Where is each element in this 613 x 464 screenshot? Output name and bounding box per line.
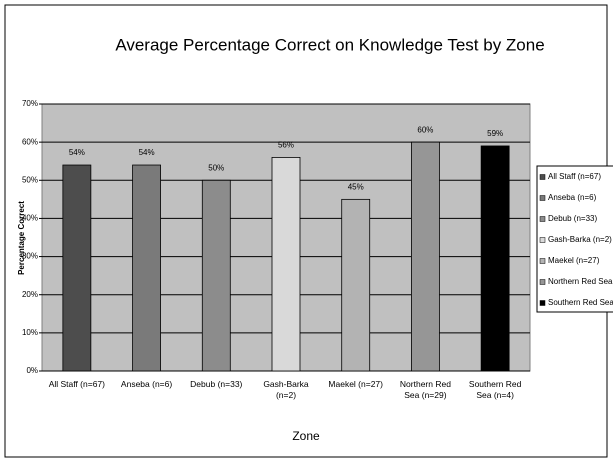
y-tick-label: 30% bbox=[22, 252, 38, 261]
bar bbox=[480, 145, 510, 372]
value-label: 54% bbox=[69, 148, 85, 157]
y-tick-label: 50% bbox=[22, 175, 38, 184]
legend-label: All Staff (n=67) bbox=[548, 172, 601, 181]
bar bbox=[132, 164, 161, 372]
legend-label: Northern Red Sea (n=29) bbox=[548, 277, 613, 286]
x-tick-label: Debub (n=33) bbox=[190, 379, 243, 389]
y-tick-label: 40% bbox=[22, 214, 38, 223]
value-label: 59% bbox=[487, 129, 503, 138]
x-tick-label: Maekel (n=27) bbox=[328, 379, 383, 389]
value-label: 60% bbox=[417, 125, 433, 134]
y-tick-label: 70% bbox=[22, 99, 38, 108]
bar bbox=[341, 198, 371, 372]
y-axis-title: Percentage Correct bbox=[17, 201, 26, 275]
legend-swatch bbox=[539, 300, 546, 306]
legend-swatch bbox=[539, 174, 546, 180]
bar bbox=[62, 164, 92, 372]
bar bbox=[201, 179, 231, 372]
legend-label: Debub (n=33) bbox=[548, 214, 597, 223]
x-tick-label: Anseba (n=6) bbox=[120, 379, 173, 389]
x-tick-label: Gash-Barka (n=2) bbox=[263, 379, 309, 400]
legend-label: Southern Red Sea (n=4) bbox=[548, 298, 613, 307]
bar bbox=[271, 156, 301, 372]
value-label: 54% bbox=[139, 148, 155, 157]
legend-label: Gash-Barka (n=2) bbox=[548, 235, 612, 244]
legend-swatch bbox=[539, 258, 546, 264]
value-label: 56% bbox=[278, 141, 294, 150]
legend-swatch bbox=[539, 216, 546, 222]
x-tick-label: Southern Red Sea (n=4) bbox=[468, 379, 522, 400]
legend-box bbox=[536, 165, 613, 313]
value-label: 45% bbox=[348, 182, 364, 191]
x-tick-label: Northern Red Sea (n=29) bbox=[399, 379, 451, 400]
y-tick-label: 20% bbox=[22, 290, 38, 299]
legend-swatch bbox=[539, 195, 546, 201]
chart-title: Average Percentage Correct on Knowledge … bbox=[115, 35, 544, 54]
legend-label: Maekel (n=27) bbox=[548, 256, 600, 265]
legend-swatch bbox=[539, 279, 546, 285]
x-tick-label: All Staff (n=67) bbox=[48, 379, 105, 389]
y-tick-label: 10% bbox=[22, 328, 38, 337]
legend-label: Anseba (n=6) bbox=[548, 193, 597, 202]
y-tick-label: 0% bbox=[26, 366, 38, 375]
y-tick-label: 60% bbox=[22, 137, 38, 146]
bar bbox=[411, 141, 440, 372]
x-axis-title: Zone bbox=[292, 429, 320, 443]
legend-swatch bbox=[539, 237, 546, 243]
value-label: 50% bbox=[208, 163, 224, 172]
